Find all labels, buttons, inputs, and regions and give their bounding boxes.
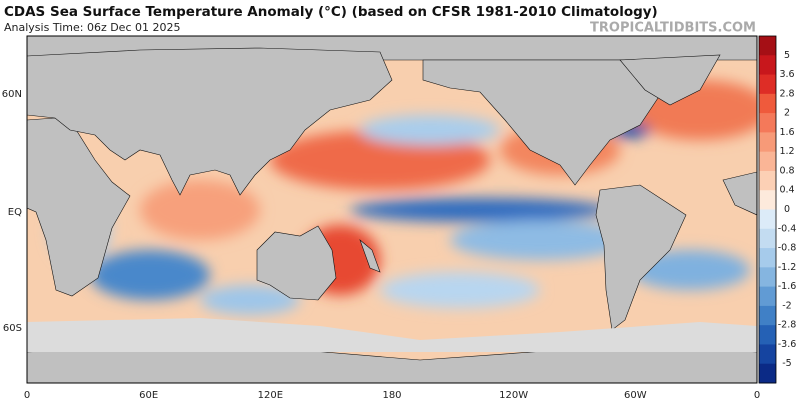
colorbar-label: 0 [784,204,790,215]
colorbar-label: 1.6 [779,127,794,138]
colorbar-label: 3.6 [779,69,794,80]
lat-label: EQ [8,207,22,218]
colorbar-swatch [759,363,776,384]
colorbar-swatch [759,305,776,326]
colorbar-swatch [759,170,776,191]
colorbar-label: 0.8 [779,165,794,176]
colorbar-swatch [759,344,776,365]
colorbar-label: -0.8 [778,243,797,254]
colorbar-swatch [759,248,776,268]
colorbar-label: 2.8 [779,88,794,99]
map [27,36,757,383]
colorbar-label: 2 [784,108,790,119]
colorbar-swatch [759,132,776,153]
colorbar-label: -0.4 [778,223,797,234]
colorbar-swatch [759,325,776,345]
lon-label: 180 [382,390,401,400]
colorbar-label: -2.8 [778,320,797,331]
lat-label: 60S [3,323,22,334]
land [27,36,757,383]
colorbar-swatch [759,286,776,307]
colorbar-swatch [759,267,776,288]
colorbar-swatch [759,55,776,76]
colorbar-label: 0.4 [779,185,794,196]
colorbar-swatch [759,209,776,230]
colorbar-label: -5 [782,358,791,369]
lat-label: 60N [2,89,22,100]
lon-label: 0 [754,390,760,400]
lon-label: 60W [624,390,647,400]
lon-label: 120W [499,390,528,400]
colorbar-swatch [759,36,776,56]
colorbar-label: 1.2 [779,146,794,157]
colorbar-swatch [759,151,776,172]
colorbar-frame [758,35,777,384]
title: CDAS Sea Surface Temperature Anomaly (°C… [4,4,658,20]
colorbar-label: -1.6 [778,281,797,292]
lon-label: 60E [139,390,158,400]
colorbar-swatch [759,74,776,95]
watermark: TROPICALTIDBITS.COM [590,21,756,36]
colorbar-label: -2 [782,300,791,311]
colorbar-swatch [759,113,776,133]
map-frame [26,35,758,384]
colorbar-label: -1.2 [778,262,797,273]
sea-ice [27,318,757,352]
colorbar-swatch [759,228,776,249]
lon-label: 0 [24,390,30,400]
colorbar-label: 5 [784,50,790,61]
colorbar-swatch [759,93,776,114]
colorbar-swatch [759,190,776,210]
colorbar-label: -3.6 [778,339,797,350]
subtitle: Analysis Time: 06z Dec 01 2025 [4,21,180,34]
lon-label: 120E [258,390,283,400]
